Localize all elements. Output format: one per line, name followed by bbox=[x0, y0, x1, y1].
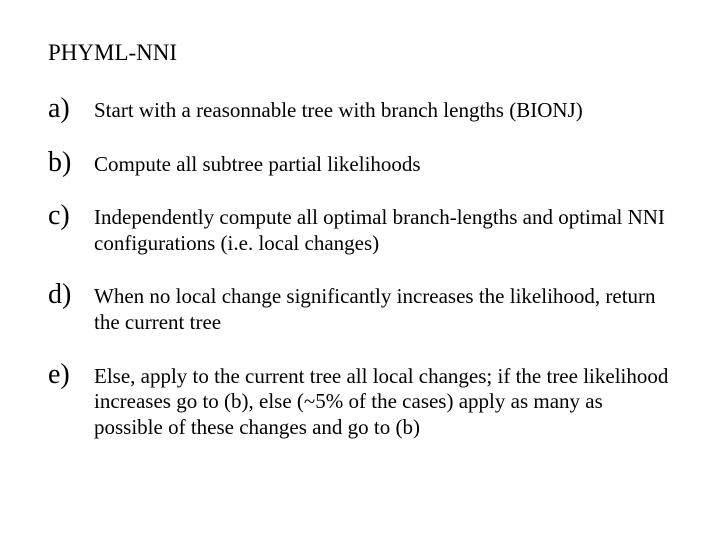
item-text: Start with a reasonnable tree with branc… bbox=[94, 94, 583, 124]
list-item: e) Else, apply to the current tree all l… bbox=[48, 360, 672, 441]
item-marker: e) bbox=[48, 360, 94, 389]
list-item: d) When no local change significantly in… bbox=[48, 280, 672, 335]
item-marker: d) bbox=[48, 280, 94, 309]
list-item: a) Start with a reasonnable tree with br… bbox=[48, 94, 672, 124]
slide-page: PHYML-NNI a) Start with a reasonnable tr… bbox=[0, 0, 720, 440]
item-marker: c) bbox=[48, 201, 94, 230]
item-text: Independently compute all optimal branch… bbox=[94, 201, 672, 256]
item-text: When no local change significantly incre… bbox=[94, 280, 672, 335]
list-item: b) Compute all subtree partial likelihoo… bbox=[48, 148, 672, 178]
item-marker: b) bbox=[48, 148, 94, 177]
list-item: c) Independently compute all optimal bra… bbox=[48, 201, 672, 256]
item-text: Compute all subtree partial likelihoods bbox=[94, 148, 421, 178]
page-title: PHYML-NNI bbox=[48, 40, 672, 66]
item-text: Else, apply to the current tree all loca… bbox=[94, 360, 672, 441]
item-marker: a) bbox=[48, 94, 94, 123]
